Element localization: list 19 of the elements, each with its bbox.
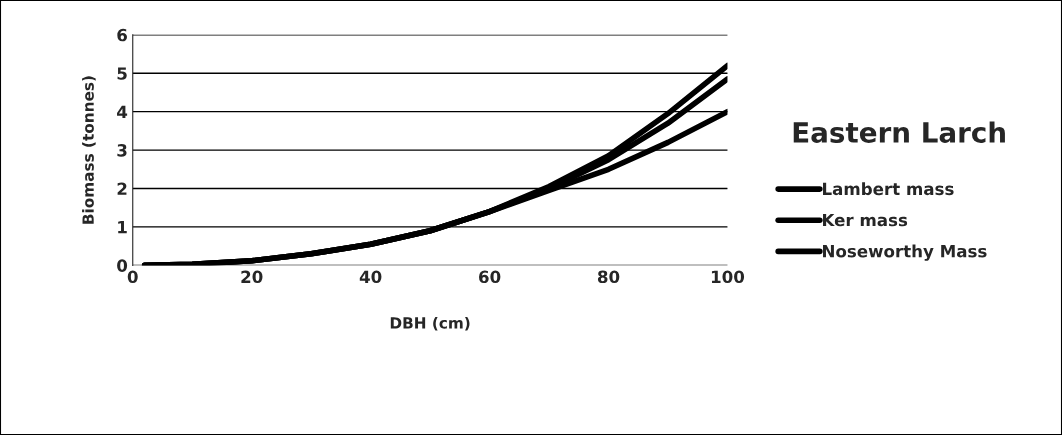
x-tick-label: 0 [127, 270, 138, 284]
y-tick-label: 2 [117, 182, 127, 195]
legend-label: Lambert mass [823, 182, 954, 196]
x-tick-label: 20 [241, 270, 263, 284]
x-tick-label: 100 [711, 270, 745, 284]
y-axis-title: Biomass (tonnes) [82, 76, 96, 224]
y-tick-label: 6 [117, 28, 127, 42]
text: Eastern Larch [793, 121, 1005, 143]
y-tick-label: 4 [117, 105, 128, 118]
legend-label: Ker mass [823, 213, 908, 227]
x-tick-label: 80 [597, 270, 620, 284]
y-tick-label: 5 [117, 67, 127, 80]
y-tick-label: 3 [117, 144, 127, 157]
y-tick-label: 0 [117, 259, 128, 272]
x-tick-label: 40 [359, 270, 382, 284]
y-tick-label: 1 [118, 221, 127, 234]
x-axis-title: DBH (cm) [390, 316, 470, 331]
x-tick-label: 60 [479, 270, 501, 284]
legend-label: Noseworthy Mass [823, 244, 987, 261]
